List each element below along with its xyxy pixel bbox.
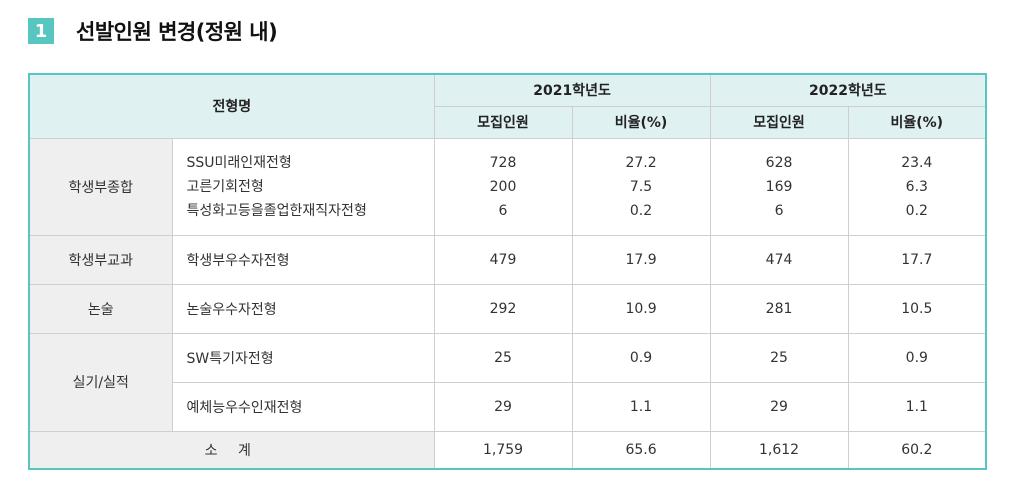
- table-row: 예체능우수인재전형 29 1.1 29 1.1: [29, 381, 987, 432]
- count-2022-cell: 281: [709, 283, 849, 334]
- header-year-2022: 2022학년도: [709, 73, 987, 107]
- count-2022-cell: 25: [709, 332, 849, 383]
- value: 23.4: [901, 154, 933, 171]
- count-2021-cell: 25: [433, 332, 573, 383]
- type-name: 특성화고등을졸업한재직자전형: [186, 202, 367, 219]
- header-year-2021: 2021학년도: [433, 73, 711, 107]
- total-ratio-2022: 60.2: [847, 430, 987, 470]
- type-name-cell: SW특기자전형: [171, 332, 435, 383]
- type-name-cell: 예체능우수인재전형: [171, 381, 435, 432]
- ratio-2021-cell: 17.9: [571, 234, 711, 285]
- count-2022-cell: 628 169 6: [709, 137, 849, 236]
- value: 728: [489, 154, 517, 171]
- value: 200: [489, 178, 517, 195]
- ratio-2022-cell: 0.9: [847, 332, 987, 383]
- type-name-cell: 논술우수자전형: [171, 283, 435, 334]
- header-2021-ratio: 비율(%): [571, 105, 711, 139]
- table-row: 학생부종합 SSU미래인재전형 고른기회전형 특성화고등을졸업한재직자전형 72…: [28, 137, 987, 236]
- value: 0.2: [905, 202, 928, 219]
- category-cell: 실기/실적: [28, 332, 173, 432]
- table-row: 논술 논술우수자전형 292 10.9 281 10.5: [28, 283, 987, 334]
- value: 628: [765, 154, 793, 171]
- type-name: SSU미래인재전형: [186, 154, 292, 171]
- count-2022-cell: 29: [709, 381, 849, 432]
- ratio-2022-cell: 17.7: [847, 234, 987, 285]
- table-row: 실기/실적 SW특기자전형 25 0.9 25 0.9: [28, 332, 987, 432]
- ratio-2021-cell: 1.1: [571, 381, 711, 432]
- header-type-name: 전형명: [28, 73, 435, 139]
- header-2021-count: 모집인원: [433, 105, 573, 139]
- category-cell: 학생부종합: [28, 137, 173, 236]
- total-label: 소 계: [28, 430, 435, 470]
- header-2022-ratio: 비율(%): [847, 105, 987, 139]
- table-row: 학생부교과 학생부우수자전형 479 17.9 474 17.7: [28, 234, 987, 285]
- section-title: 선발인원 변경(정원 내): [76, 20, 278, 44]
- value: 6: [774, 202, 784, 219]
- section-number-badge: 1: [28, 18, 54, 44]
- type-name-cell: 학생부우수자전형: [171, 234, 435, 285]
- count-2022-cell: 474: [709, 234, 849, 285]
- ratio-2022-cell: 23.4 6.3 0.2: [847, 137, 987, 236]
- ratio-2021-cell: 10.9: [571, 283, 711, 334]
- value: 6.3: [905, 178, 928, 195]
- type-name-cell: SSU미래인재전형 고른기회전형 특성화고등을졸업한재직자전형: [171, 137, 435, 236]
- value: 0.2: [629, 202, 653, 219]
- total-row: 소 계 1,759 65.6 1,612 60.2: [28, 430, 987, 470]
- count-2021-cell: 479: [433, 234, 573, 285]
- ratio-2022-cell: 10.5: [847, 283, 987, 334]
- ratio-2021-cell: 0.9: [571, 332, 711, 383]
- value: 169: [765, 178, 793, 195]
- ratio-2022-cell: 1.1: [847, 381, 987, 432]
- category-cell: 논술: [28, 283, 173, 334]
- category-cell: 학생부교과: [28, 234, 173, 285]
- count-2021-cell: 728 200 6: [433, 137, 573, 236]
- selection-table: 전형명 2021학년도 2022학년도 모집인원 비율(%) 모집인원 비율(%…: [28, 73, 988, 470]
- total-ratio-2021: 65.6: [571, 430, 711, 470]
- value: 27.2: [625, 154, 657, 171]
- header-2022-count: 모집인원: [709, 105, 849, 139]
- type-name: 고른기회전형: [186, 178, 264, 195]
- section-heading: 1 선발인원 변경(정원 내): [28, 16, 278, 46]
- value: 6: [498, 202, 508, 219]
- total-count-2022: 1,612: [709, 430, 849, 470]
- ratio-2021-cell: 27.2 7.5 0.2: [571, 137, 711, 236]
- total-count-2021: 1,759: [433, 430, 573, 470]
- count-2021-cell: 292: [433, 283, 573, 334]
- value: 7.5: [629, 178, 653, 195]
- count-2021-cell: 29: [433, 381, 573, 432]
